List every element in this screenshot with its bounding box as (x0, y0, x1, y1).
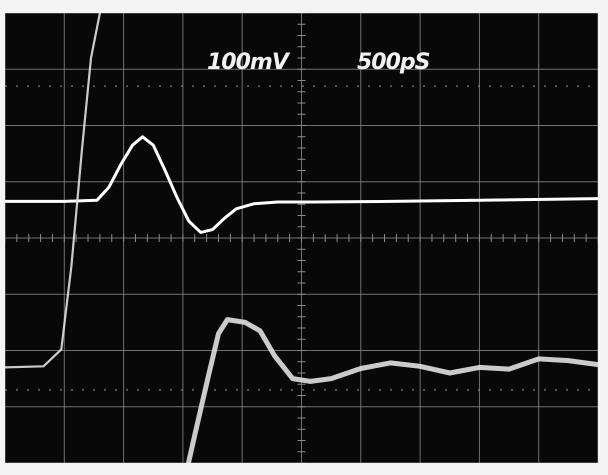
horizontal-scale-label: 500pS (357, 50, 430, 75)
vertical-scale-label: 100mV (207, 50, 291, 75)
waveform-traces (3, 11, 601, 475)
graticule (4, 12, 599, 464)
waveform-trace-1 (3, 135, 600, 234)
waveform-trace-3 (183, 317, 601, 475)
waveform-trace-2 (3, 11, 101, 369)
